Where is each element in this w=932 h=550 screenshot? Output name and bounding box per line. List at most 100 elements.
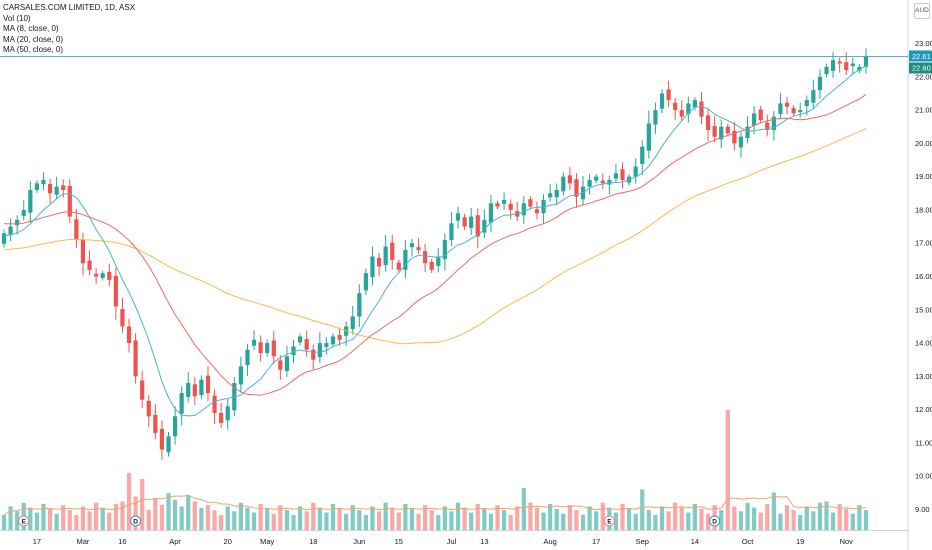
- candle-body: [725, 126, 730, 134]
- candle-body: [271, 340, 276, 357]
- time-tick-label: 16: [118, 537, 126, 546]
- volume-bar: [100, 507, 105, 530]
- candle-body: [699, 101, 704, 117]
- volume-bar: [225, 506, 230, 530]
- candle-body: [337, 335, 342, 340]
- volume-bar: [396, 512, 401, 530]
- candle-body: [817, 76, 823, 91]
- candle-body: [8, 226, 13, 235]
- volume-bar: [80, 506, 86, 530]
- candle-body: [330, 336, 336, 345]
- volume-bar: [416, 513, 421, 530]
- volume-bar: [350, 505, 355, 530]
- volume-bar: [449, 511, 454, 530]
- candle-body: [61, 185, 66, 190]
- time-tick-label: Oct: [742, 537, 755, 546]
- candle-body: [126, 326, 132, 344]
- price-tick-label: 9.00: [915, 505, 930, 514]
- candle-body: [705, 115, 711, 131]
- candle-body: [166, 436, 171, 453]
- volume-bar: [179, 506, 184, 530]
- time-tick-label: Mar: [76, 537, 89, 546]
- volume-bar: [567, 505, 572, 530]
- candle-body: [495, 203, 500, 207]
- volume-bar: [436, 515, 441, 530]
- volume-bar: [94, 502, 99, 530]
- candle-body: [423, 251, 428, 264]
- volume-bar: [784, 505, 790, 530]
- candle-body: [508, 203, 513, 210]
- price-tick-label: 16.00: [915, 272, 932, 281]
- time-tick-label: Nov: [840, 537, 854, 546]
- legend: CARSALES.COM LIMITED, 1D, ASX Vol (10) M…: [3, 3, 135, 56]
- ma50-indicator-label[interactable]: MA (50, close, 0): [3, 45, 64, 54]
- volume-bar: [357, 510, 362, 530]
- volume-bar: [146, 509, 151, 530]
- candle-body: [692, 100, 697, 108]
- time-tick-label: 13: [480, 537, 488, 546]
- price-tick-label: 17.00: [915, 239, 932, 248]
- candle-body: [21, 209, 26, 216]
- volume-bar: [686, 512, 691, 530]
- candle-body: [574, 179, 579, 197]
- candle-body: [567, 175, 572, 184]
- candle-body: [100, 273, 105, 278]
- volume-bar: [620, 503, 625, 530]
- time-tick-label: Aug: [543, 537, 556, 546]
- volume-bar: [159, 504, 165, 530]
- volume-bar: [554, 508, 559, 530]
- candle-body: [640, 146, 645, 164]
- candle-body: [534, 209, 540, 214]
- candle-body: [765, 122, 770, 131]
- candle-body: [47, 183, 53, 194]
- volume-bar: [646, 510, 651, 530]
- candle-body: [258, 342, 263, 354]
- candle-body: [462, 217, 467, 227]
- volume-bar: [363, 515, 368, 530]
- volume-bar: [317, 507, 322, 530]
- time-tick-label: Jun: [353, 537, 365, 546]
- volume-bar: [291, 515, 296, 530]
- dividend-marker: [130, 515, 142, 527]
- candle-body: [80, 239, 86, 264]
- volume-bar: [752, 507, 757, 530]
- volume-indicator-label[interactable]: Vol (10): [3, 13, 31, 23]
- price-tick-label: 21.00: [915, 106, 932, 115]
- volume-bar: [817, 502, 823, 530]
- ma8-indicator-label[interactable]: MA (8, close, 0): [3, 24, 59, 33]
- ma20-indicator-label[interactable]: MA (20, close, 0): [3, 34, 64, 44]
- volume-bar: [61, 505, 66, 530]
- volume-bar: [455, 502, 461, 530]
- volume-bar: [74, 515, 79, 530]
- candle-body: [87, 260, 92, 270]
- candle-body: [409, 243, 415, 248]
- volume-bar: [133, 496, 138, 530]
- candle-body: [324, 343, 329, 348]
- time-tick-label: 17: [592, 537, 600, 546]
- volume-bar: [633, 513, 638, 530]
- prev-close-text: 22.60: [912, 63, 931, 72]
- candle-body: [554, 189, 559, 198]
- candle-body: [278, 360, 283, 370]
- candle-body: [34, 183, 39, 190]
- volume-bar: [844, 508, 849, 530]
- volume-bar: [745, 502, 750, 530]
- volume-bar: [324, 512, 329, 530]
- volume-bar: [666, 511, 671, 530]
- candle-body: [212, 395, 217, 413]
- last-price-text: 22.61: [912, 52, 931, 61]
- volume-bar: [515, 506, 520, 530]
- candle-body: [363, 273, 368, 291]
- candle-body: [548, 193, 553, 198]
- volume-bar: [245, 507, 250, 530]
- currency-badge[interactable]: AUD: [914, 3, 930, 19]
- price-tick-label: 14.00: [915, 339, 932, 348]
- time-tick-label: Apr: [169, 537, 181, 546]
- time-tick-label: 20: [224, 537, 232, 546]
- symbol-title: CARSALES.COM LIMITED, 1D, ASX: [3, 3, 136, 12]
- volume-bar: [857, 505, 862, 530]
- candle-body: [784, 102, 790, 107]
- candle-body: [225, 406, 230, 421]
- candle-body: [232, 383, 237, 411]
